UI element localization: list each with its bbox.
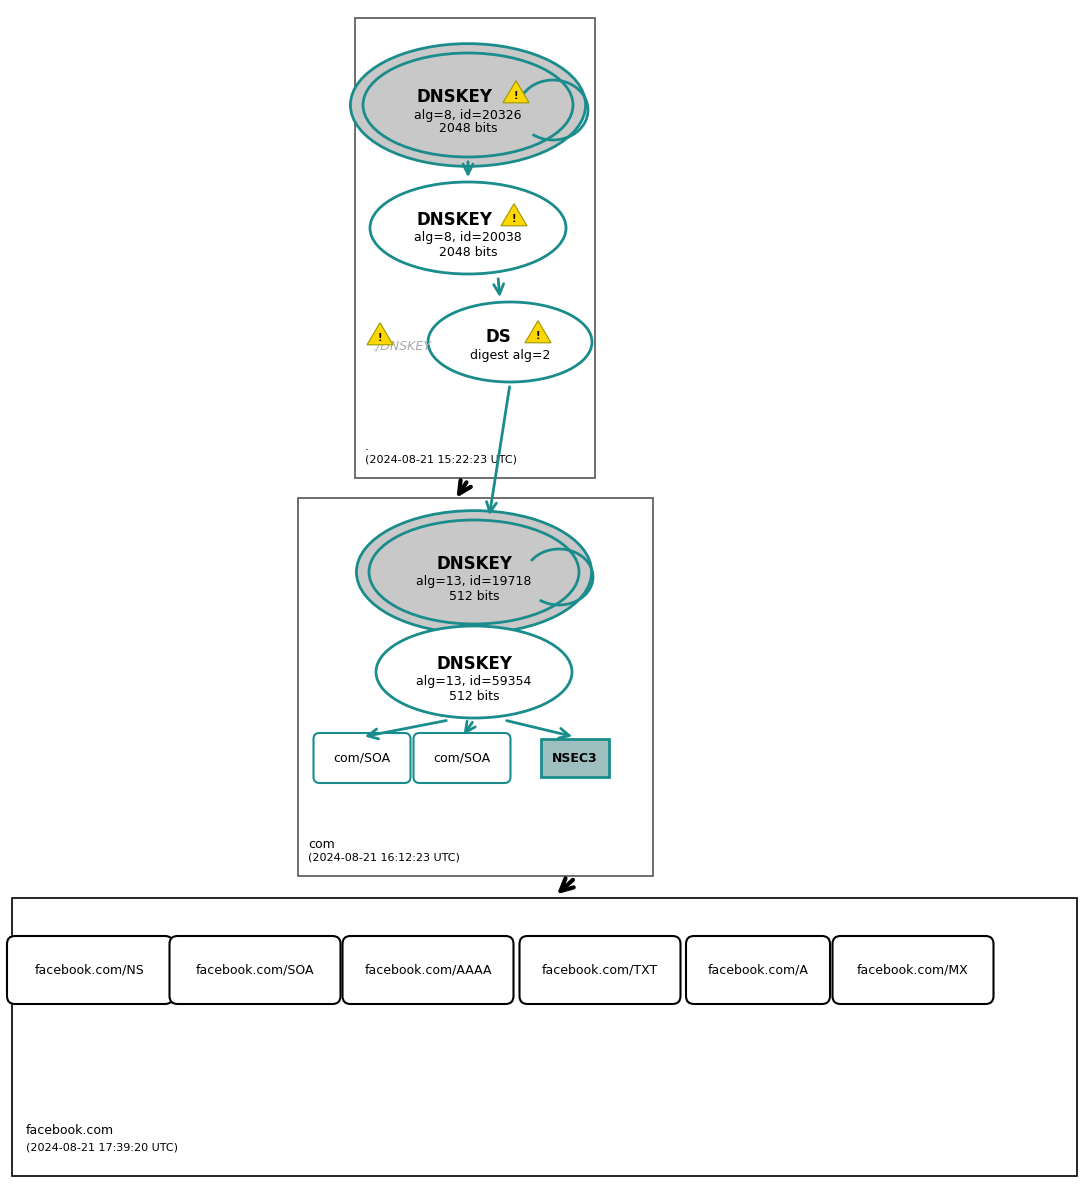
Ellipse shape <box>428 302 592 382</box>
Text: alg=13, id=59354: alg=13, id=59354 <box>417 676 531 689</box>
Polygon shape <box>367 322 393 345</box>
Text: alg=8, id=20326: alg=8, id=20326 <box>415 109 521 122</box>
Text: 2048 bits: 2048 bits <box>439 123 497 135</box>
Text: alg=8, id=20038: alg=8, id=20038 <box>415 232 521 245</box>
Ellipse shape <box>376 626 572 718</box>
FancyBboxPatch shape <box>519 936 681 1004</box>
Text: !: ! <box>514 91 518 101</box>
Text: facebook.com/MX: facebook.com/MX <box>858 964 969 977</box>
Text: com: com <box>308 837 335 850</box>
Polygon shape <box>503 81 529 103</box>
FancyBboxPatch shape <box>7 936 173 1004</box>
Ellipse shape <box>369 521 579 624</box>
Text: facebook.com/TXT: facebook.com/TXT <box>542 964 658 977</box>
Text: DNSKEY: DNSKEY <box>436 555 512 573</box>
FancyBboxPatch shape <box>169 936 340 1004</box>
Text: !: ! <box>512 214 516 224</box>
Text: facebook.com/SOA: facebook.com/SOA <box>195 964 314 977</box>
Text: !: ! <box>377 333 382 344</box>
Text: (2024-08-21 16:12:23 UTC): (2024-08-21 16:12:23 UTC) <box>308 853 460 863</box>
Text: facebook.com/NS: facebook.com/NS <box>35 964 145 977</box>
Text: digest alg=2: digest alg=2 <box>470 350 550 363</box>
FancyBboxPatch shape <box>343 936 514 1004</box>
Text: NSEC3: NSEC3 <box>552 751 598 764</box>
Ellipse shape <box>350 44 586 166</box>
Ellipse shape <box>357 511 591 633</box>
Text: 512 bits: 512 bits <box>448 689 500 702</box>
Text: com/SOA: com/SOA <box>433 751 491 764</box>
Ellipse shape <box>363 53 573 156</box>
Text: 2048 bits: 2048 bits <box>439 246 497 258</box>
Text: DS: DS <box>485 328 511 346</box>
Text: 512 bits: 512 bits <box>448 590 500 603</box>
Text: (2024-08-21 15:22:23 UTC): (2024-08-21 15:22:23 UTC) <box>365 455 517 464</box>
FancyBboxPatch shape <box>686 936 830 1004</box>
Text: com/SOA: com/SOA <box>334 751 391 764</box>
Polygon shape <box>525 321 551 343</box>
Text: .: . <box>365 439 369 453</box>
Text: facebook.com: facebook.com <box>26 1125 115 1138</box>
FancyBboxPatch shape <box>298 498 654 876</box>
FancyBboxPatch shape <box>832 936 994 1004</box>
FancyBboxPatch shape <box>413 733 511 783</box>
FancyBboxPatch shape <box>541 739 609 777</box>
Polygon shape <box>501 204 527 226</box>
Text: ./DNSKEY: ./DNSKEY <box>372 339 431 352</box>
Text: DNSKEY: DNSKEY <box>416 88 492 106</box>
Text: facebook.com/A: facebook.com/A <box>708 964 808 977</box>
FancyBboxPatch shape <box>313 733 410 783</box>
Text: DNSKEY: DNSKEY <box>416 211 492 229</box>
Text: facebook.com/AAAA: facebook.com/AAAA <box>364 964 492 977</box>
Text: DNSKEY: DNSKEY <box>436 656 512 673</box>
Text: !: ! <box>536 331 540 341</box>
FancyBboxPatch shape <box>12 898 1077 1176</box>
Ellipse shape <box>370 181 566 273</box>
Text: (2024-08-21 17:39:20 UTC): (2024-08-21 17:39:20 UTC) <box>26 1143 178 1153</box>
Text: alg=13, id=19718: alg=13, id=19718 <box>417 576 531 589</box>
FancyBboxPatch shape <box>355 18 595 478</box>
